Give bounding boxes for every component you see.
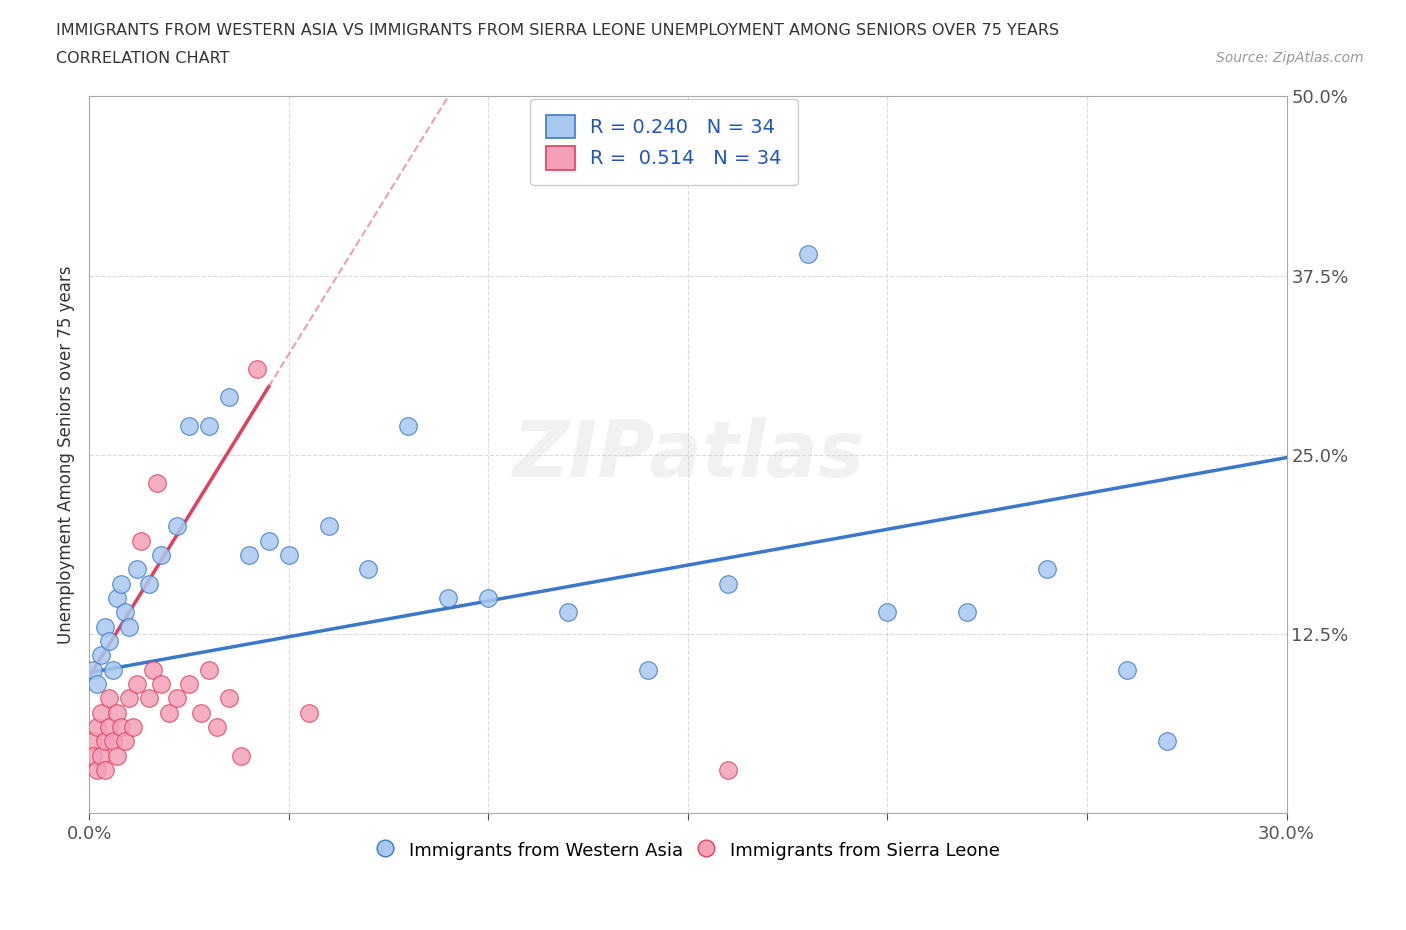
Point [98,720,121,735]
Point [297,705,319,720]
Point [257,533,280,548]
Point [105,749,128,764]
Point [118,691,141,706]
Point [82,662,104,677]
Point [149,548,172,563]
Point [357,562,380,577]
Legend: Immigrants from Western Asia, Immigrants from Sierra Leone: Immigrants from Western Asia, Immigrants… [368,832,1007,869]
Point [101,734,124,749]
Point [82,749,104,764]
Point [94,763,117,777]
Point [177,418,200,433]
Point [125,562,148,577]
Point [90,749,112,764]
Point [149,677,172,692]
Point [98,633,121,648]
Point [105,591,128,605]
Point [437,591,460,605]
Point [138,691,160,706]
Point [198,662,221,677]
Text: CORRELATION CHART: CORRELATION CHART [56,51,229,66]
Point [177,677,200,692]
Point [246,361,269,376]
Point [1156,734,1178,749]
Point [956,605,979,620]
Point [90,648,112,663]
Point [86,763,108,777]
Point [105,705,128,720]
Text: Source: ZipAtlas.com: Source: ZipAtlas.com [1216,51,1364,65]
Point [218,390,240,405]
Point [557,605,579,620]
Point [90,705,112,720]
Point [122,720,145,735]
Point [94,619,117,634]
Text: ZIPatlas: ZIPatlas [512,417,863,493]
Point [1036,562,1059,577]
Point [396,418,419,433]
Point [637,662,659,677]
Point [876,605,898,620]
Point [1116,662,1139,677]
Point [110,577,132,591]
Point [110,720,132,735]
Point [198,418,221,433]
Text: IMMIGRANTS FROM WESTERN ASIA VS IMMIGRANTS FROM SIERRA LEONE UNEMPLOYMENT AMONG : IMMIGRANTS FROM WESTERN ASIA VS IMMIGRAN… [56,23,1059,38]
Point [477,591,499,605]
Point [796,246,818,261]
Point [157,705,180,720]
Point [98,691,121,706]
Point [166,691,188,706]
Point [94,734,117,749]
Point [114,734,136,749]
Point [717,763,740,777]
Point [238,548,260,563]
Point [717,577,740,591]
Point [166,519,188,534]
Point [129,533,152,548]
Point [86,720,108,735]
Point [101,662,124,677]
Point [205,720,228,735]
Point [229,749,252,764]
Point [114,605,136,620]
Point [142,662,165,677]
Point [218,691,240,706]
Point [318,519,340,534]
Point [138,577,160,591]
Point [277,548,299,563]
Point [190,705,212,720]
Y-axis label: Unemployment Among Seniors over 75 years: Unemployment Among Seniors over 75 years [58,265,75,644]
Point [82,734,104,749]
Point [118,619,141,634]
Point [86,677,108,692]
Point [125,677,148,692]
Point [146,476,169,491]
